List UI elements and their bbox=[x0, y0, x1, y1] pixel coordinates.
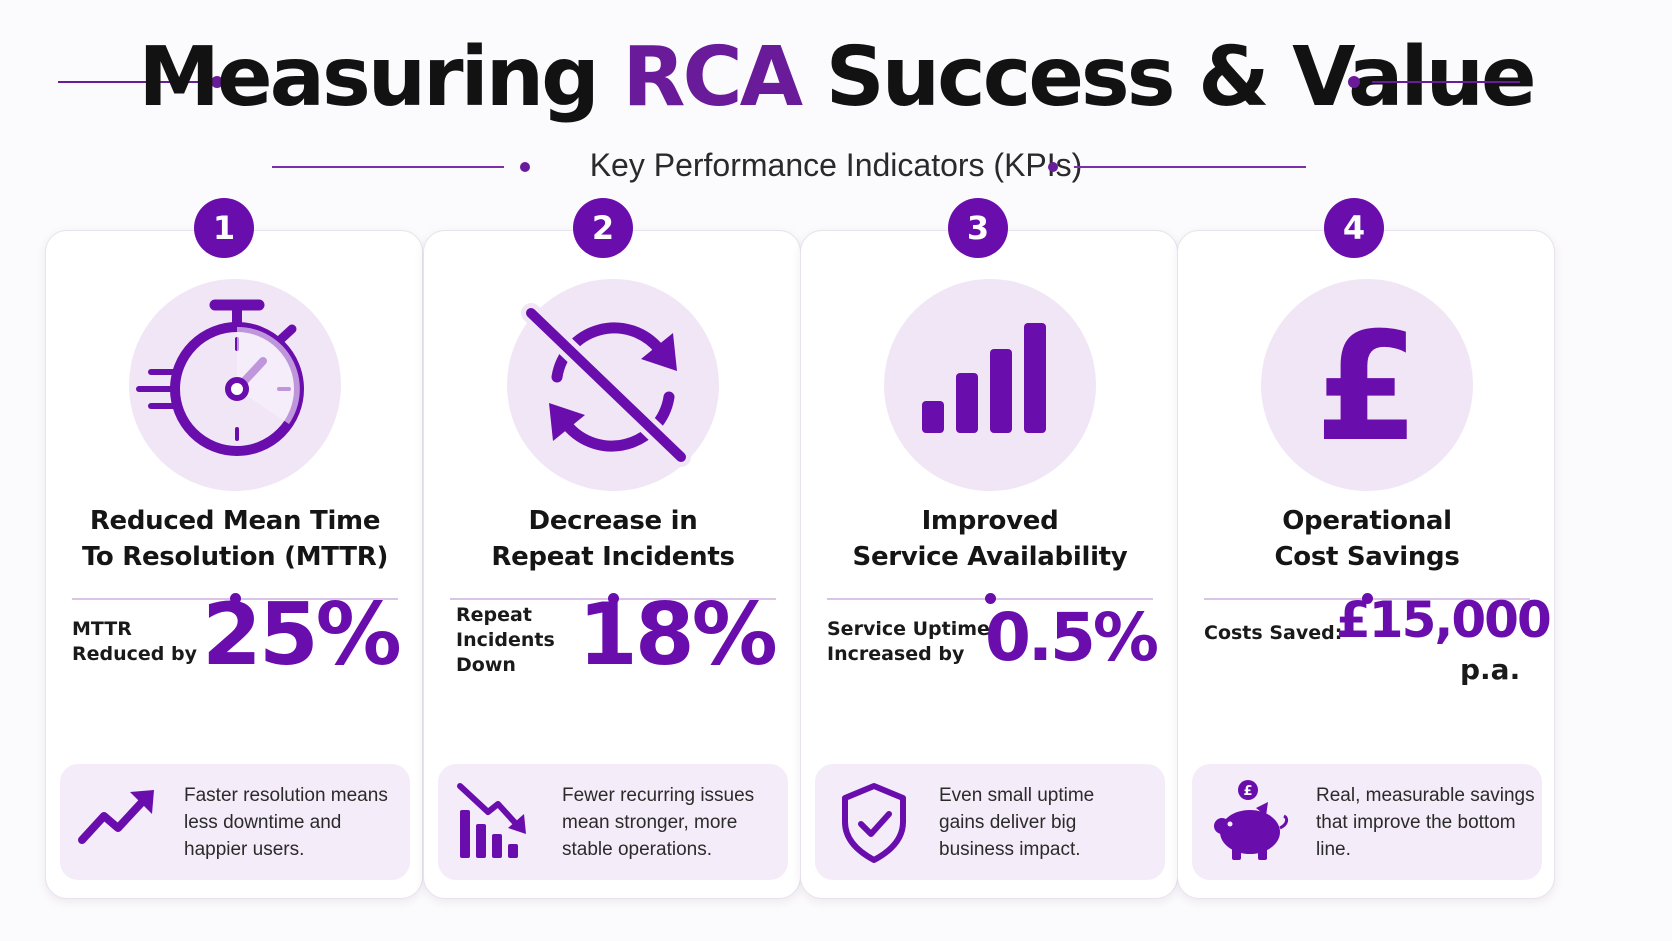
note-line: Faster resolution means bbox=[184, 785, 388, 806]
bar-chart-declining-icon bbox=[452, 778, 542, 868]
subtitle-right-dot bbox=[1048, 162, 1058, 172]
page-title-end: Success & Value bbox=[800, 30, 1537, 125]
card-title-line: Cost Savings bbox=[1274, 542, 1460, 572]
kpi-card-availability: Improved Service Availability Service Up… bbox=[800, 230, 1178, 899]
kpi-card-mttr: Reduced Mean Time To Resolution (MTTR) M… bbox=[45, 230, 423, 899]
signal-bars-icon bbox=[884, 279, 1096, 491]
note-line: happier users. bbox=[184, 839, 305, 860]
metric-value: £15,000 bbox=[1336, 591, 1552, 649]
card-title-line: Reduced Mean Time bbox=[89, 506, 381, 536]
pound-sign-icon: £ bbox=[1261, 279, 1473, 491]
note-line: gains deliver big bbox=[939, 812, 1077, 833]
note-line: business impact. bbox=[939, 839, 1081, 860]
card-divider-dot bbox=[1362, 593, 1373, 604]
metric-label: MTTR Reduced by bbox=[72, 617, 197, 667]
kpi-card-repeat-incidents: Decrease in Repeat Incidents Repeat Inci… bbox=[423, 230, 801, 899]
kpi-card-cost-savings: £ Operational Cost Savings Costs Saved: … bbox=[1177, 230, 1555, 899]
title-right-rule bbox=[1372, 81, 1520, 83]
note-text: Fewer recurring issues mean stronger, mo… bbox=[562, 782, 784, 863]
page-title-accent: RCA bbox=[622, 30, 803, 125]
page-subtitle: Key Performance Indicators (KPIs) bbox=[589, 147, 1083, 183]
metric-label-line: Reduced by bbox=[72, 643, 197, 665]
note-line: stable operations. bbox=[562, 839, 712, 860]
note-line: Fewer recurring issues bbox=[562, 785, 755, 806]
card-divider-dot bbox=[230, 593, 241, 604]
card-divider-dot bbox=[608, 593, 619, 604]
subtitle-left-dot bbox=[520, 162, 530, 172]
note-line: less downtime and bbox=[184, 812, 342, 833]
note-text: Even small uptime gains deliver big busi… bbox=[939, 782, 1161, 863]
note-text: Real, measurable savings that improve th… bbox=[1316, 782, 1538, 863]
metric-label-line: Increased by bbox=[827, 643, 965, 665]
kpi-number-badge: 3 bbox=[948, 198, 1008, 258]
card-title-line: Repeat Incidents bbox=[491, 542, 735, 572]
card-title-line: Service Availability bbox=[852, 542, 1128, 572]
metric-value: 25% bbox=[202, 585, 402, 685]
title-right-dot bbox=[1348, 76, 1360, 88]
metric-label-line: Service Uptime bbox=[827, 618, 990, 640]
note-line: Real, measurable savings bbox=[1316, 785, 1535, 806]
trend-up-arrow-icon bbox=[74, 778, 164, 868]
card-divider-dot bbox=[985, 593, 996, 604]
card-title: Improved Service Availability bbox=[801, 503, 1179, 575]
shield-check-icon bbox=[829, 778, 919, 868]
title-left-dot bbox=[211, 76, 223, 88]
title-row: Measuring RCA Success & Value bbox=[0, 26, 1672, 130]
card-title-line: Operational bbox=[1282, 506, 1452, 536]
note-box: Faster resolution means less downtime an… bbox=[60, 764, 410, 880]
metric-label-line: Down bbox=[456, 654, 516, 676]
metric-label-line: Costs Saved: bbox=[1204, 622, 1343, 644]
metric-label: Costs Saved: bbox=[1204, 621, 1342, 646]
page-title: Measuring RCA Success & Value bbox=[0, 26, 1672, 130]
title-left-rule bbox=[58, 81, 200, 83]
card-title: Operational Cost Savings bbox=[1178, 503, 1556, 575]
svg-text:£: £ bbox=[1315, 301, 1419, 475]
kpi-number-badge: 1 bbox=[194, 198, 254, 258]
subtitle-left-rule bbox=[272, 166, 504, 168]
metric-unit: p.a. bbox=[1460, 653, 1521, 686]
piggy-bank-icon: £ bbox=[1206, 778, 1296, 868]
no-repeat-cycle-icon bbox=[507, 279, 719, 491]
metric-label-line: Incidents bbox=[456, 629, 555, 651]
card-title-line: To Resolution (MTTR) bbox=[81, 542, 389, 572]
note-line: that improve the bottom bbox=[1316, 812, 1516, 833]
card-title-line: Decrease in bbox=[528, 506, 698, 536]
metric-label-line: MTTR bbox=[72, 618, 132, 640]
card-title-line: Improved bbox=[921, 506, 1059, 536]
note-text: Faster resolution means less downtime an… bbox=[184, 782, 406, 863]
metric-label: Repeat Incidents Down bbox=[456, 603, 555, 678]
kpi-number-badge: 2 bbox=[573, 198, 633, 258]
kpi-number-badge: 4 bbox=[1324, 198, 1384, 258]
note-line: Even small uptime bbox=[939, 785, 1095, 806]
note-line: line. bbox=[1316, 839, 1351, 860]
metric-label-line: Repeat bbox=[456, 604, 532, 626]
metric-value: 18% bbox=[578, 585, 778, 685]
card-title: Reduced Mean Time To Resolution (MTTR) bbox=[46, 503, 424, 575]
note-box: £ Real, measurable savings that improve … bbox=[1192, 764, 1542, 880]
page-title-start: Measuring bbox=[138, 30, 623, 125]
svg-text:£: £ bbox=[1243, 784, 1252, 799]
subtitle-right-rule bbox=[1074, 166, 1306, 168]
stopwatch-icon bbox=[129, 279, 341, 491]
note-line: mean stronger, more bbox=[562, 812, 738, 833]
metric-label: Service Uptime Increased by bbox=[827, 617, 990, 667]
subtitle-row: Key Performance Indicators (KPIs) bbox=[0, 140, 1672, 190]
note-box: Fewer recurring issues mean stronger, mo… bbox=[438, 764, 788, 880]
note-box: Even small uptime gains deliver big busi… bbox=[815, 764, 1165, 880]
card-title: Decrease in Repeat Incidents bbox=[424, 503, 802, 575]
metric-value: 0.5% bbox=[985, 599, 1159, 676]
